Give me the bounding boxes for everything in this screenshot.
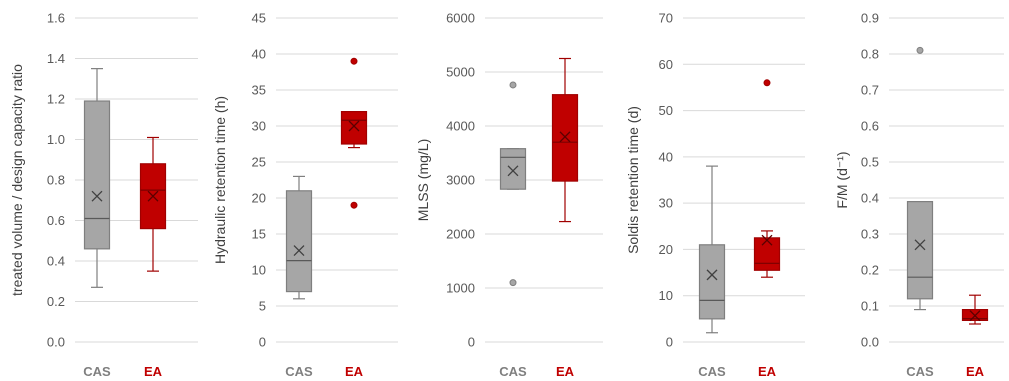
y-tick-label: 60 [659, 57, 673, 72]
box-iqr [83, 100, 111, 250]
y-tick-label: 6000 [446, 11, 475, 26]
y-tick-label: 1.2 [47, 92, 65, 107]
y-tick-label: 1000 [446, 281, 475, 296]
y-tick-label: 0.5 [861, 155, 879, 170]
category-label: CAS [285, 364, 313, 379]
y-tick-label: 0.0 [47, 335, 65, 350]
mean-marker [706, 269, 718, 281]
y-axis-label: F/M (d⁻¹) [834, 151, 850, 208]
y-tick-label: 30 [659, 196, 673, 211]
y-tick-label: 0 [666, 335, 673, 350]
category-label: EA [556, 364, 575, 379]
box-iqr [906, 201, 934, 300]
mean-marker [914, 239, 926, 251]
y-tick-label: 0.4 [47, 254, 65, 269]
box-iqr [551, 94, 579, 182]
mean-marker [293, 245, 305, 257]
y-tick-label: 2000 [446, 227, 475, 242]
y-tick-label: 40 [659, 149, 673, 164]
box-iqr [698, 244, 726, 320]
category-label: EA [758, 364, 777, 379]
y-tick-label: 0.2 [861, 263, 879, 278]
y-tick-label: 15 [252, 227, 266, 242]
y-tick-label: 0 [259, 335, 266, 350]
outlier-point [763, 79, 771, 87]
y-tick-label: 10 [659, 288, 673, 303]
y-axis-label: Soldis retention time (d) [625, 106, 641, 254]
y-tick-label: 0.3 [861, 227, 879, 242]
y-tick-label: 0 [468, 335, 475, 350]
y-tick-label: 35 [252, 83, 266, 98]
y-tick-label: 10 [252, 263, 266, 278]
y-tick-label: 0.2 [47, 294, 65, 309]
mean-marker [348, 120, 360, 132]
y-tick-label: 30 [252, 119, 266, 134]
mean-marker [147, 190, 159, 202]
category-label: CAS [499, 364, 527, 379]
outlier-point [350, 57, 358, 65]
mean-marker [559, 131, 571, 143]
y-tick-label: 0.0 [861, 335, 879, 350]
category-label: CAS [698, 364, 726, 379]
y-axis-label: Hydraulic retention time (h) [212, 96, 228, 264]
mean-marker [761, 234, 773, 246]
y-axis-label: MLSS (mg/L) [415, 139, 431, 221]
outlier-point [350, 201, 358, 209]
y-tick-label: 0.9 [861, 11, 879, 26]
outlier-point [509, 81, 517, 89]
y-tick-label: 20 [252, 191, 266, 206]
y-tick-label: 0.8 [47, 173, 65, 188]
y-tick-label: 0.1 [861, 299, 879, 314]
y-axis-label: treated volume / design capacity ratio [9, 64, 25, 296]
y-tick-label: 3000 [446, 173, 475, 188]
y-tick-label: 1.0 [47, 132, 65, 147]
y-tick-label: 40 [252, 47, 266, 62]
y-tick-label: 1.4 [47, 51, 65, 66]
mean-marker [507, 165, 519, 177]
y-tick-label: 45 [252, 11, 266, 26]
box-iqr [340, 110, 368, 145]
y-tick-label: 5000 [446, 65, 475, 80]
y-tick-label: 4000 [446, 119, 475, 134]
y-tick-label: 1.6 [47, 11, 65, 26]
y-tick-label: 0.6 [861, 119, 879, 134]
outlier-point [916, 46, 924, 54]
category-label: EA [345, 364, 364, 379]
box-iqr [753, 237, 781, 271]
box-iqr [285, 190, 313, 293]
category-label: EA [966, 364, 985, 379]
y-tick-label: 70 [659, 11, 673, 26]
y-tick-label: 25 [252, 155, 266, 170]
y-tick-label: 0.7 [861, 83, 879, 98]
category-label: EA [144, 364, 163, 379]
category-label: CAS [906, 364, 934, 379]
box-iqr [499, 148, 527, 190]
y-tick-label: 0.4 [861, 191, 879, 206]
y-tick-label: 0.6 [47, 213, 65, 228]
mean-marker [91, 190, 103, 202]
y-tick-label: 50 [659, 103, 673, 118]
y-tick-label: 0.8 [861, 47, 879, 62]
y-tick-label: 20 [659, 242, 673, 257]
outlier-point [509, 279, 517, 287]
y-tick-label: 5 [259, 299, 266, 314]
category-label: CAS [83, 364, 111, 379]
mean-marker [969, 310, 981, 322]
